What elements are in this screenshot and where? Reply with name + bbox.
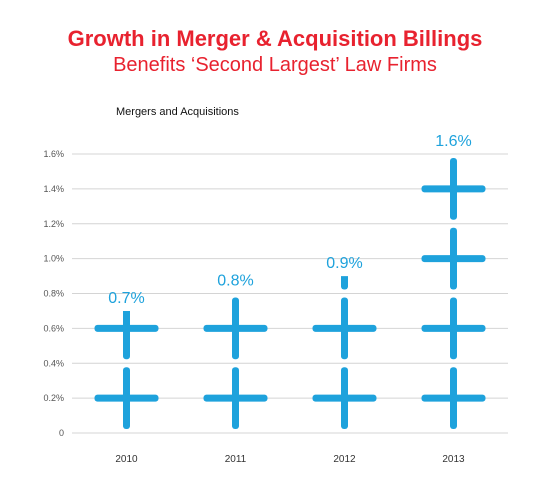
y-tick-label: 1.0% bbox=[43, 254, 64, 264]
y-tick-label: 0 bbox=[59, 428, 64, 438]
bar-2010 bbox=[94, 310, 159, 429]
plus-horizontal bbox=[203, 324, 268, 332]
plus-horizontal bbox=[94, 324, 159, 332]
plus-horizontal bbox=[421, 255, 486, 263]
bar-2011 bbox=[203, 297, 268, 429]
plus-horizontal bbox=[421, 324, 486, 332]
plus-horizontal bbox=[312, 324, 377, 332]
plus-horizontal bbox=[312, 394, 377, 402]
data-label-2011: 0.8% bbox=[217, 273, 253, 290]
bar-2012 bbox=[312, 276, 377, 429]
y-tick-label: 0.8% bbox=[43, 289, 64, 299]
x-tick-label: 2012 bbox=[333, 454, 356, 465]
bar-2013 bbox=[421, 158, 486, 429]
panel-title: Mergers and Acquisitions bbox=[116, 106, 239, 118]
chart-subtitle: Benefits ‘Second Largest’ Law Firms bbox=[113, 54, 437, 76]
chart-title: Growth in Merger & Acquisition Billings bbox=[67, 26, 483, 51]
plus-vertical bbox=[123, 310, 130, 360]
x-tick-label: 2010 bbox=[115, 454, 138, 465]
y-tick-label: 0.6% bbox=[43, 323, 64, 333]
plus-horizontal bbox=[203, 394, 268, 402]
x-tick-label: 2013 bbox=[442, 454, 465, 465]
y-tick-label: 1.4% bbox=[43, 184, 64, 194]
y-tick-label: 1.6% bbox=[43, 149, 64, 159]
data-label-2012: 0.9% bbox=[326, 255, 362, 272]
y-tick-label: 0.4% bbox=[43, 358, 64, 368]
y-tick-label: 1.2% bbox=[43, 219, 64, 229]
plus-horizontal bbox=[421, 394, 486, 402]
x-tick-label: 2011 bbox=[225, 454, 247, 465]
data-label-2013: 1.6% bbox=[435, 133, 471, 150]
plus-horizontal bbox=[94, 394, 159, 402]
plus-vertical bbox=[341, 276, 348, 290]
data-label-2010: 0.7% bbox=[108, 290, 144, 307]
plus-horizontal bbox=[421, 185, 486, 193]
y-tick-label: 0.2% bbox=[43, 393, 64, 403]
